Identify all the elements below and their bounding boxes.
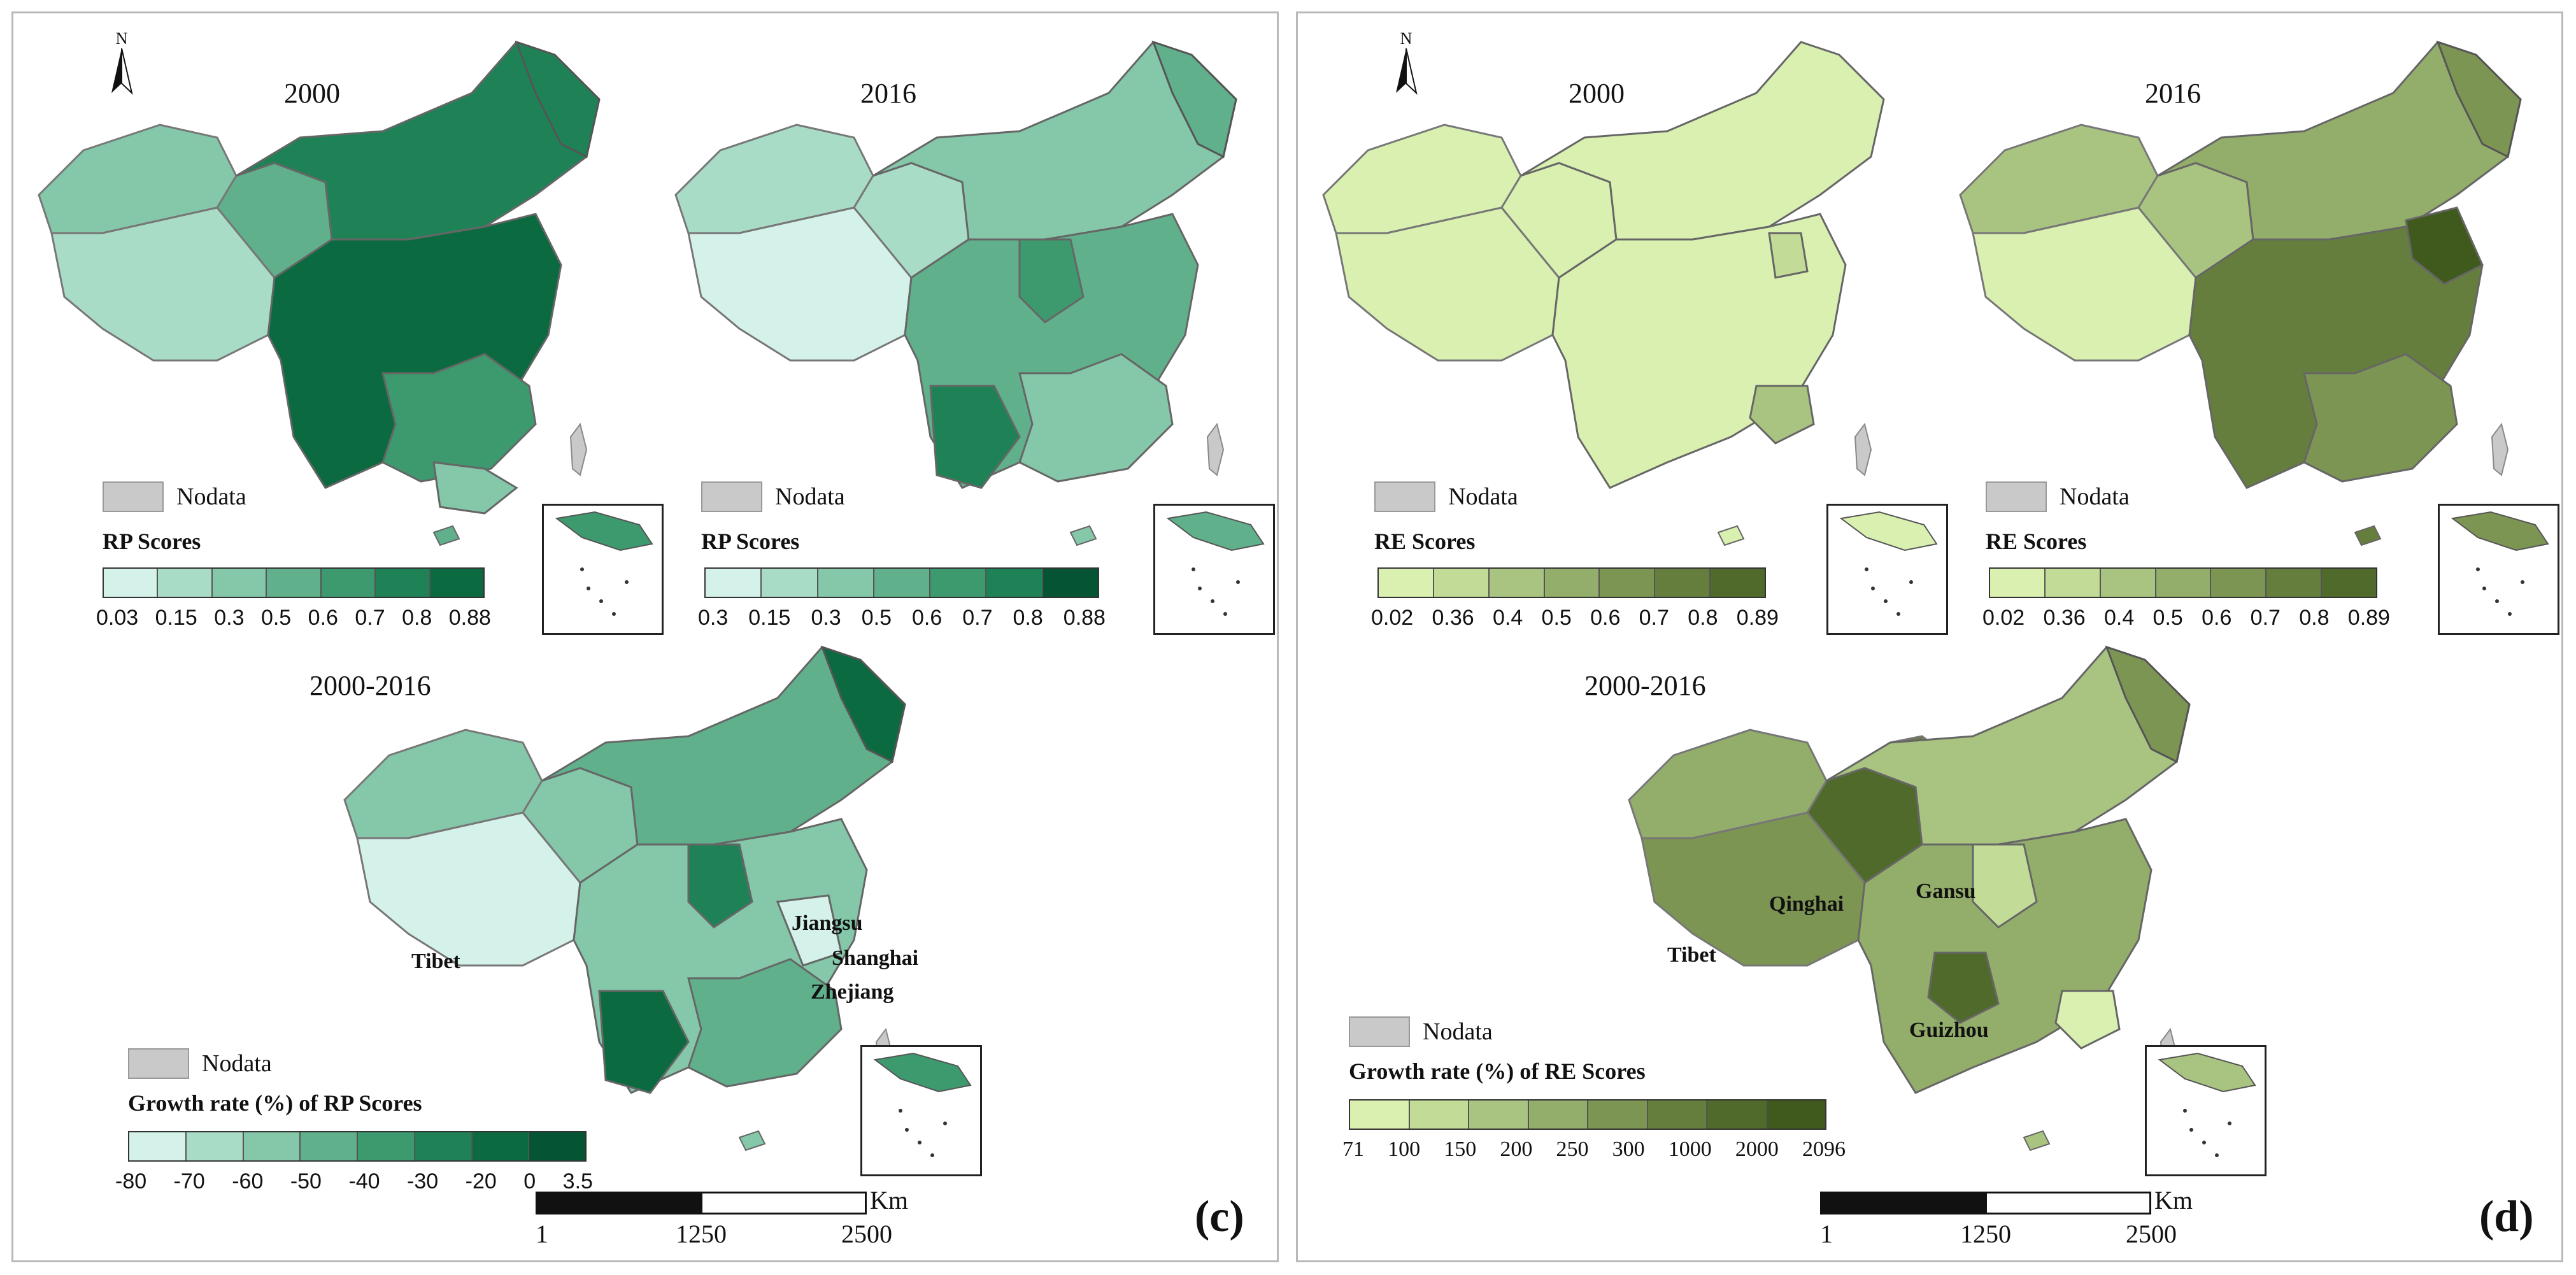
- map-2016-china-re: [1947, 29, 2552, 546]
- legend-2000-ticks: 0.03 0.15 0.3 0.5 0.6 0.7 0.8 0.88: [96, 606, 491, 630]
- legend-2016: 0.3 0.15 0.3 0.5 0.6 0.7 0.8 0.88: [698, 567, 1106, 630]
- legend-2016: 0.02 0.36 0.4 0.5 0.6 0.7 0.8 0.89: [1982, 567, 2390, 630]
- legend-growth-ticks: -80 -70 -60 -50 -40 -30 -20 0 3.5: [115, 1169, 593, 1193]
- label-gansu: Gansu: [1916, 880, 1976, 903]
- scale-unit: Km: [870, 1186, 908, 1214]
- legend-growth-ticks: 71 100 150 200 250 300 1000 2000 2096: [1342, 1137, 1846, 1161]
- legend-2000: 0.03 0.15 0.3 0.5 0.6 0.7 0.8 0.88: [96, 567, 491, 630]
- legend-title-2016: RE Scores: [1986, 529, 2087, 554]
- nodata-legend-2016: Nodata: [701, 481, 845, 512]
- label-shanghai: Shanghai: [832, 946, 919, 970]
- legend-title-growth: Growth rate (%) of RE Scores: [1349, 1058, 1646, 1084]
- panel-letter-d: (d): [2479, 1192, 2534, 1241]
- map-2000-china-re: [1311, 29, 1916, 546]
- legend-2000-ticks: 0.02 0.36 0.4 0.5 0.6 0.7 0.8 0.89: [1371, 606, 1779, 630]
- legend-2000-bar: [1377, 567, 1766, 598]
- legend-2000-bar: [103, 567, 485, 598]
- nodata-legend-2000: Nodata: [1374, 481, 1518, 512]
- legend-growth: -80 -70 -60 -50 -40 -30 -20 0 3.5: [115, 1131, 593, 1194]
- legend-title-2016: RP Scores: [701, 529, 800, 554]
- map-change-china-rp: [332, 634, 937, 1160]
- legend-2016-bar: [704, 567, 1099, 598]
- legend-2016-ticks: 0.02 0.36 0.4 0.5 0.6 0.7 0.8 0.89: [1982, 606, 2390, 630]
- south-china-sea-inset-2016: [2438, 504, 2559, 635]
- nodata-legend-change: Nodata: [128, 1048, 272, 1079]
- map-2016-title: 2016: [2145, 78, 2201, 109]
- scale-tick-2: 2500: [841, 1220, 892, 1248]
- map-2016-title: 2016: [860, 78, 916, 109]
- scale-bar: [536, 1192, 867, 1214]
- nodata-legend-change: Nodata: [1349, 1016, 1493, 1047]
- legend-2016-ticks: 0.3 0.15 0.3 0.5 0.6 0.7 0.8 0.88: [698, 606, 1106, 630]
- label-tibet: Tibet: [1667, 943, 1716, 967]
- legend-title-2000: RP Scores: [103, 529, 201, 554]
- panel-d: N 2000 2016: [1296, 11, 2563, 1262]
- legend-growth: 71 100 150 200 250 300 1000 2000 2096: [1342, 1099, 1846, 1162]
- scale-tick-1: 1250: [676, 1220, 727, 1248]
- nodata-legend-2000: Nodata: [103, 481, 246, 512]
- south-china-sea-inset-2000: [542, 504, 664, 635]
- label-zhejiang: Zhejiang: [811, 980, 894, 1004]
- map-2000-title: 2000: [284, 78, 340, 109]
- legend-2000: 0.02 0.36 0.4 0.5 0.6 0.7 0.8 0.89: [1371, 567, 1779, 630]
- map-2000-title: 2000: [1569, 78, 1625, 109]
- panel-letter-c: (c): [1195, 1192, 1244, 1241]
- nodata-legend-2016: Nodata: [1986, 481, 2130, 512]
- legend-growth-bar: [128, 1131, 587, 1162]
- map-change-title: 2000-2016: [1584, 670, 1706, 701]
- label-jiangsu: Jiangsu: [792, 911, 863, 935]
- legend-growth-bar: [1349, 1099, 1826, 1130]
- scale-unit: Km: [2154, 1186, 2193, 1214]
- panel-c: N 2000 2016: [11, 11, 1279, 1262]
- label-tibet: Tibet: [411, 950, 460, 973]
- south-china-sea-inset-change: [2145, 1045, 2266, 1176]
- south-china-sea-inset-2000: [1826, 504, 1948, 635]
- scale-tick-0: 1: [1820, 1220, 1833, 1248]
- map-change-china-re: [1616, 634, 2221, 1160]
- map-2000-china-rp: [26, 29, 631, 546]
- legend-2016-bar: [1989, 567, 2377, 598]
- scale-tick-0: 1: [536, 1220, 548, 1248]
- south-china-sea-inset-2016: [1153, 504, 1275, 635]
- scale-tick-1: 1250: [1960, 1220, 2011, 1248]
- map-change-title: 2000-2016: [310, 670, 431, 701]
- label-qinghai: Qinghai: [1769, 892, 1844, 916]
- scale-tick-2: 2500: [2126, 1220, 2177, 1248]
- nodata-swatch: [103, 481, 164, 512]
- scale-bar: [1820, 1192, 2151, 1214]
- label-guizhou: Guizhou: [1909, 1018, 1989, 1042]
- legend-title-growth: Growth rate (%) of RP Scores: [128, 1090, 422, 1116]
- map-2016-china-rp: [663, 29, 1268, 546]
- north-arrow-icon: N: [1393, 29, 1419, 96]
- legend-title-2000: RE Scores: [1374, 529, 1476, 554]
- south-china-sea-inset-change: [860, 1045, 982, 1176]
- north-arrow-icon: N: [109, 29, 134, 96]
